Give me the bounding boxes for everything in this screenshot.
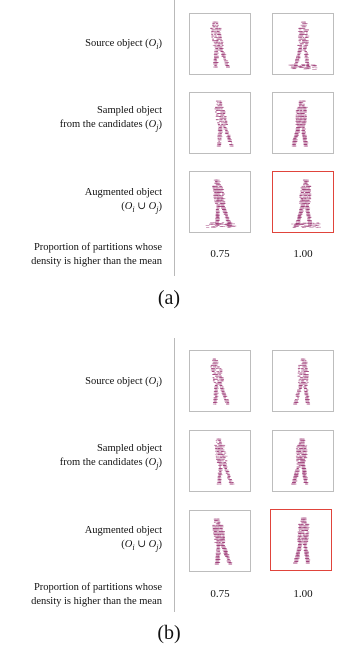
point-cloud-pedestrian-icon <box>214 100 234 147</box>
point-cloud-thumb-highlighted <box>270 509 332 571</box>
point-cloud-thumb <box>189 430 251 492</box>
point-cloud-thumb <box>272 430 334 492</box>
row-label-sampled: Sampled object from the candidates (Oj) <box>59 105 162 133</box>
panel-caption: (b) <box>157 622 181 644</box>
point-cloud-pedestrian-icon <box>210 21 230 68</box>
proportion-value: 1.00 <box>293 248 313 260</box>
row-label-augmented: Augmented object (Oi ∪ Oj) <box>84 187 162 215</box>
row-label-source: Source object (Oi) <box>85 38 162 52</box>
proportion-value: 0.75 <box>210 588 230 600</box>
point-cloud-thumb <box>189 13 251 75</box>
proportion-value: 1.00 <box>293 588 313 600</box>
figure-panel-a: Source object (Oi) Sampled object from t… <box>31 0 334 309</box>
figure-panel-b: Source object (Oi) Sampled object from t… <box>0 338 338 656</box>
point-cloud-pedestrian-icon <box>214 438 235 485</box>
point-cloud-pedestrian-icon <box>293 517 311 564</box>
proportion-label: Proportion of partitions whose density i… <box>31 242 162 267</box>
point-cloud-pedestrian-icon <box>205 179 237 228</box>
row-label-sampled: Sampled object from the candidates (Oj) <box>59 443 162 471</box>
point-cloud-pedestrian-icon <box>210 358 230 405</box>
point-cloud-pedestrian-icon <box>212 518 233 565</box>
proportion-label: Proportion of partitions whose density i… <box>31 582 162 607</box>
row-label-source: Source object (Oi) <box>85 376 162 390</box>
point-cloud-thumb-highlighted <box>272 171 334 233</box>
point-cloud-pedestrian-icon <box>291 438 309 485</box>
panel-caption: (a) <box>157 287 181 309</box>
point-cloud-thumb <box>272 13 334 75</box>
point-cloud-thumb <box>189 510 251 572</box>
point-cloud-pedestrian-icon <box>293 358 311 405</box>
point-cloud-pedestrian-icon <box>291 100 309 147</box>
point-cloud-thumb <box>272 350 334 412</box>
divider-line <box>174 338 175 612</box>
point-cloud-pedestrian-icon <box>288 21 318 70</box>
point-cloud-thumb <box>272 92 334 154</box>
divider-line <box>174 0 175 276</box>
point-cloud-thumb <box>189 92 251 154</box>
proportion-value: 0.75 <box>210 248 230 260</box>
point-cloud-thumb <box>189 171 251 233</box>
point-cloud-pedestrian-icon <box>291 179 321 228</box>
row-label-augmented: Augmented object (Oi ∪ Oj) <box>84 525 162 553</box>
point-cloud-thumb <box>189 350 251 412</box>
